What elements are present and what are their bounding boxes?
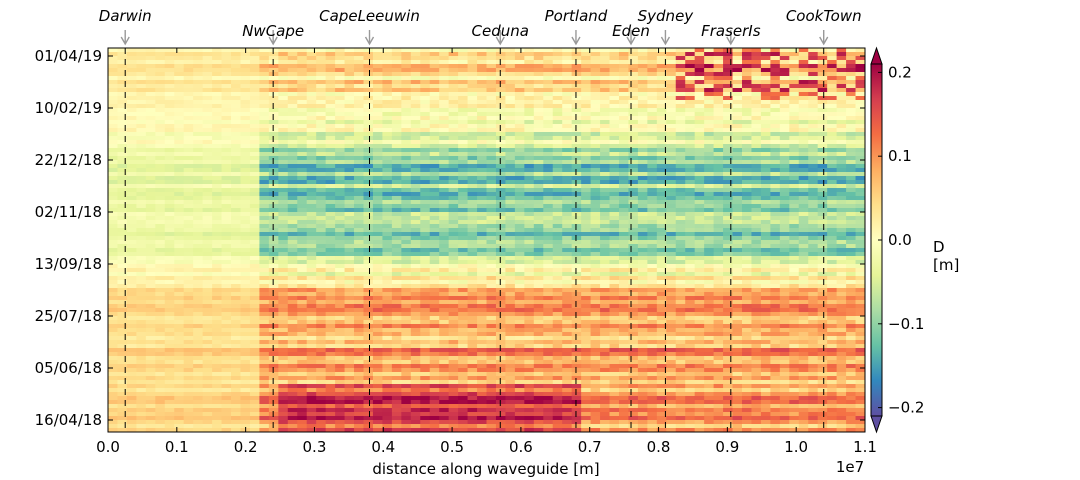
station-label: Darwin xyxy=(99,7,152,25)
station-label: CapeLeeuwin xyxy=(319,7,420,25)
colorbar: 0.2 0.1 0.0 −0.1 −0.2 xyxy=(870,46,924,434)
x-tick-label: 0.4 xyxy=(371,438,395,456)
x-tick-label: 0.5 xyxy=(440,438,464,456)
colorbar-tick-label: −0.1 xyxy=(888,315,924,333)
x-offset-label: 1e7 xyxy=(836,458,864,476)
station-label: Eden xyxy=(612,22,650,40)
heatmap-area xyxy=(108,48,865,432)
station-arrowhead-icon xyxy=(626,36,636,46)
station-arrowhead-icon xyxy=(495,36,505,46)
x-tick-label: 0.9 xyxy=(715,438,739,456)
y-tick-label: 10/02/19 xyxy=(35,99,102,117)
colorbar-max-arrow-icon xyxy=(870,46,883,65)
y-tick-label: 01/04/19 xyxy=(35,47,102,65)
station-lines xyxy=(124,48,825,432)
plot-frame xyxy=(107,47,866,433)
x-tick-label: 0.2 xyxy=(234,438,258,456)
colorbar-tick-label: 0.1 xyxy=(888,147,912,165)
station-label: FraserIs xyxy=(701,22,761,40)
y-tick-label: 13/09/18 xyxy=(35,255,102,273)
x-tick-label: 1.1 xyxy=(853,438,877,456)
y-tick-label: 05/06/18 xyxy=(35,359,102,377)
colorbar-tick-label: 0.2 xyxy=(888,63,912,81)
station-arrowhead-icon xyxy=(726,36,736,46)
x-tick-label: 0.1 xyxy=(165,438,189,456)
station-label: Ceduna xyxy=(472,22,529,40)
station-label: CookTown xyxy=(786,7,862,25)
station-arrowhead-icon xyxy=(364,36,375,46)
station-label: Portland xyxy=(545,7,608,25)
station-arrowhead-icon xyxy=(268,36,278,46)
colorbar-tick-label: 0.0 xyxy=(888,231,912,249)
colorbar-label-line2: [m] xyxy=(933,256,959,274)
y-axis: 01/04/19 10/02/19 22/12/18 02/11/18 13/09/18… xyxy=(35,47,865,429)
colorbar-min-arrow-icon xyxy=(870,415,883,434)
y-tick-label: 02/11/18 xyxy=(35,203,102,221)
station-arrowhead-icon xyxy=(819,36,829,46)
colorbar-tick-label: −0.2 xyxy=(888,399,924,417)
x-axis-label: distance along waveguide [m] xyxy=(372,460,599,478)
station-label: Sydney xyxy=(638,7,695,25)
colorbar-gradient xyxy=(871,64,882,416)
x-tick-label: 0.0 xyxy=(96,438,120,456)
station-label: NwCape xyxy=(242,22,304,40)
y-tick-label: 25/07/18 xyxy=(35,307,102,325)
x-tick-label: 0.6 xyxy=(509,438,533,456)
station-arrowhead-icon xyxy=(120,36,130,46)
y-tick-label: 16/04/18 xyxy=(35,411,102,429)
x-tick-label: 0.7 xyxy=(578,438,602,456)
colorbar-label-line1: D xyxy=(933,238,945,256)
y-tick-label: 22/12/18 xyxy=(35,151,102,169)
station-arrowhead-icon xyxy=(571,36,581,46)
station-arrowhead-icon xyxy=(660,36,671,46)
x-axis: 0.0 0.1 0.2 0.3 0.4 0.5 0.6 0.7 0.8 0.9 1.0 1.1 xyxy=(96,48,877,456)
x-tick-label: 0.3 xyxy=(303,438,327,456)
x-tick-label: 0.8 xyxy=(647,438,671,456)
station-markers: Darwin NwCape CapeLeeuwin Ceduna PortlandEde… xyxy=(99,7,862,46)
x-tick-label: 1.0 xyxy=(784,438,808,456)
